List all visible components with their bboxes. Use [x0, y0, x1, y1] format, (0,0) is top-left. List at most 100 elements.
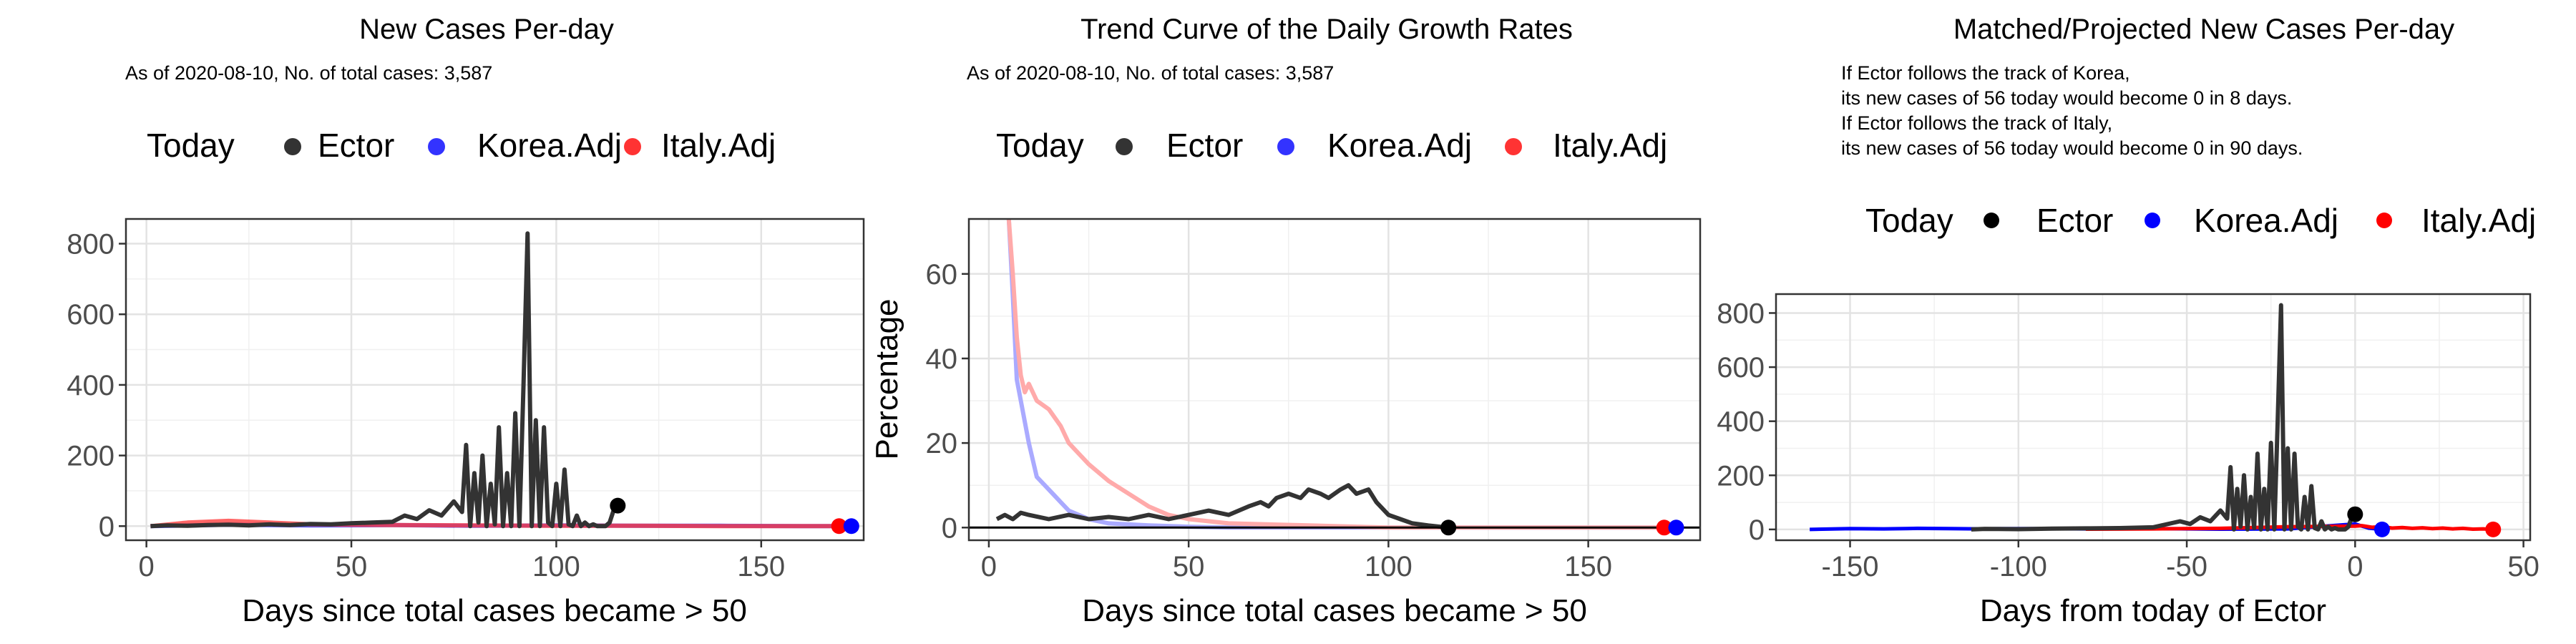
legend-key-korea — [428, 138, 445, 155]
panel-2-grid — [969, 219, 1700, 540]
panel-2-title: Trend Curve of the Daily Growth Rates — [1080, 14, 1573, 45]
panel-3-title: Matched/Projected New Cases Per-day — [1953, 14, 2454, 45]
legend-title: Today — [147, 127, 235, 164]
x-tick-label: 150 — [1564, 551, 1612, 582]
legend-label-ector: Ector — [318, 127, 394, 164]
today-point-korea — [1668, 519, 1684, 536]
legend-label-korea: Korea.Adj — [1327, 127, 1472, 164]
x-tick-label: 100 — [532, 551, 580, 582]
series-line-italy — [150, 518, 844, 529]
series-line-ector — [995, 483, 1449, 530]
panel-2-points — [1440, 519, 1684, 536]
annotation-line-2: its new cases of 56 today would become 0… — [1841, 87, 2292, 109]
x-tick-label: -100 — [1990, 551, 2047, 582]
panel-2-legend: Today Ector Korea.Adj Italy.Adj — [996, 127, 1667, 164]
x-tick-label: 50 — [1173, 551, 1205, 582]
panel-3: Matched/Projected New Cases Per-day If E… — [1717, 14, 2540, 628]
panel-2-frame — [967, 218, 1702, 542]
panel-2-plot-area — [969, 219, 1700, 540]
panel-1-grid — [126, 219, 864, 540]
series-line-ector — [150, 231, 620, 529]
legend-label-korea: Korea.Adj — [477, 127, 622, 164]
legend-label-italy: Italy.Adj — [2421, 202, 2536, 239]
today-point-italy — [831, 518, 847, 535]
panel-3-points — [2347, 506, 2502, 537]
panel-1-subtitle: As of 2020-08-10, No. of total cases: 3,… — [125, 62, 492, 84]
legend-key-italy — [2376, 213, 2392, 228]
today-point-ector — [610, 497, 626, 514]
legend-key-korea — [1277, 138, 1294, 155]
y-tick-label: 40 — [926, 343, 958, 375]
legend-key-ector — [284, 138, 301, 155]
today-point-ector — [1440, 519, 1457, 536]
y-tick-label: 400 — [67, 370, 114, 401]
legend-title: Today — [996, 127, 1084, 164]
panel-1-title: New Cases Per-day — [359, 14, 614, 45]
y-tick-label: 200 — [1717, 460, 1765, 492]
y-tick-label: 800 — [67, 229, 114, 260]
y-tick-label: 800 — [1717, 298, 1765, 329]
today-point-italy — [1656, 519, 1672, 536]
x-tick-label: 50 — [336, 551, 368, 582]
panel-1-series — [150, 231, 852, 529]
panel-2-y-axis-label: Percentage — [869, 298, 904, 459]
series-line-ector — [1971, 303, 2357, 532]
x-tick-label: 100 — [1365, 551, 1413, 582]
panel-1-frame — [125, 218, 865, 542]
panel-2: Trend Curve of the Daily Growth Rates As… — [869, 14, 1702, 628]
y-tick-label: 400 — [1717, 406, 1765, 438]
legend-key-ector — [1116, 138, 1133, 155]
y-tick-label: 200 — [67, 441, 114, 472]
legend-label-italy: Italy.Adj — [1553, 127, 1667, 164]
y-tick-label: 0 — [99, 511, 114, 542]
panel-1-ticks: 0 50 100 150 0 200 400 600 800 — [67, 229, 785, 582]
legend-key-ector — [1984, 213, 1999, 228]
x-tick-label: -50 — [2166, 551, 2207, 582]
legend-label-ector: Ector — [2036, 202, 2113, 239]
legend-label-korea: Korea.Adj — [2194, 202, 2338, 239]
annotation-line-4: its new cases of 56 today would become 0… — [1841, 137, 2303, 159]
today-point-korea — [2373, 521, 2390, 537]
today-point-ector — [2347, 506, 2363, 522]
legend-key-korea — [2145, 213, 2160, 228]
panel-1-legend: Today Ector Korea.Adj Italy.Adj — [147, 127, 776, 164]
y-tick-label: 600 — [1717, 352, 1765, 384]
panel-3-annotation: If Ector follows the track of Korea, its… — [1841, 62, 2303, 159]
panel-2-ticks: 0 50 100 150 0 20 40 60 — [926, 259, 1613, 582]
x-tick-label: 0 — [981, 551, 997, 582]
x-tick-label: 0 — [139, 551, 155, 582]
panel-2-x-axis-label: Days since total cases became > 50 — [1082, 593, 1587, 628]
annotation-line-1: If Ector follows the track of Korea, — [1841, 62, 2130, 84]
y-tick-label: 0 — [942, 512, 957, 544]
legend-label-italy: Italy.Adj — [661, 127, 776, 164]
panel-1-points — [610, 497, 859, 535]
annotation-line-3: If Ector follows the track of Italy, — [1841, 112, 2112, 134]
panel-1-x-axis-label: Days since total cases became > 50 — [242, 593, 747, 628]
panel-3-legend: Today Ector Korea.Adj Italy.Adj — [1865, 202, 2536, 239]
today-point-korea — [843, 518, 859, 535]
panel-1: New Cases Per-day As of 2020-08-10, No. … — [67, 14, 865, 628]
legend-title: Today — [1865, 202, 1953, 239]
panel-2-subtitle: As of 2020-08-10, No. of total cases: 3,… — [967, 62, 1334, 84]
legend-label-ector: Ector — [1166, 127, 1243, 164]
panel-3-frame — [1775, 293, 2532, 542]
x-tick-label: 0 — [2347, 551, 2363, 582]
today-point-italy — [2485, 521, 2502, 537]
y-tick-label: 20 — [926, 428, 958, 459]
panel-3-plot-area — [1776, 294, 2530, 540]
legend-key-italy — [1505, 138, 1522, 155]
x-tick-label: -150 — [1821, 551, 1878, 582]
legend-key-italy — [624, 138, 641, 155]
panel-3-series — [1810, 303, 2494, 532]
series-line-italy — [2085, 524, 2494, 532]
panel-3-ticks: -150 -100 -50 0 50 0 200 400 600 800 — [1717, 298, 2540, 582]
panel-3-x-axis-label: Days from today of Ector — [1980, 593, 2326, 628]
x-tick-label: 50 — [2507, 551, 2540, 582]
x-tick-label: 150 — [737, 551, 785, 582]
y-tick-label: 0 — [1749, 514, 1765, 546]
y-tick-label: 600 — [67, 299, 114, 331]
panel-2-series — [969, 218, 1700, 530]
y-tick-label: 60 — [926, 259, 958, 291]
